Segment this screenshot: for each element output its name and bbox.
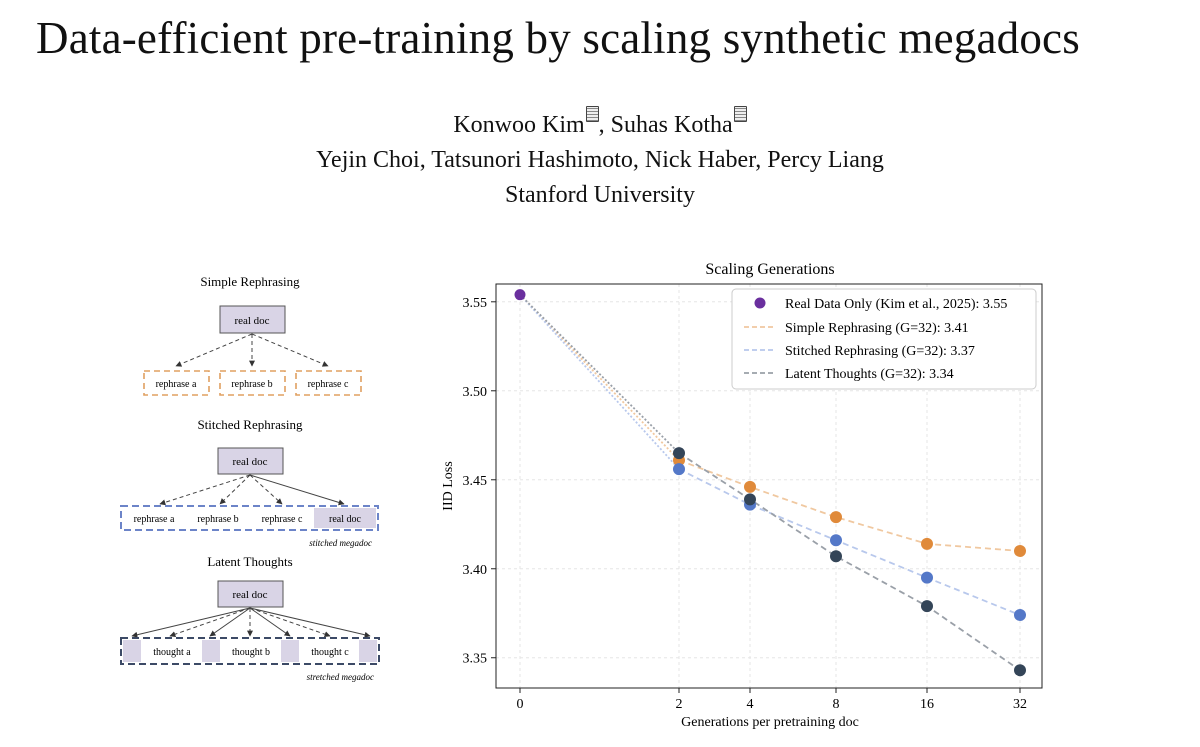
y-tick-label: 3.55 [463, 296, 488, 311]
latent-megadoc: thought a thought b thought c [120, 637, 380, 665]
series-line-2 [678, 452, 1021, 671]
legend-label: Real Data Only (Kim et al., 2025): 3.55 [785, 297, 1007, 312]
latent-arrow [249, 607, 291, 637]
latent-root-node: real doc [217, 580, 284, 608]
series-point-2 [673, 447, 685, 460]
latent-root-label: real doc [232, 589, 267, 601]
series-point-1 [673, 463, 685, 476]
stitched-segment-label: rephrase b [197, 514, 238, 525]
series-point-0 [1014, 544, 1026, 557]
latent-segment-label: thought a [153, 647, 191, 658]
latent-arrow [249, 607, 371, 638]
simple-child-node: rephrase b [219, 370, 286, 396]
stitched-megadoc: rephrase a rephrase b rephrase c real do… [120, 505, 379, 531]
simple-rephrasing-title: Simple Rephrasing [200, 274, 300, 289]
chart-grid [496, 284, 1042, 688]
latent-caption: stretched megadoc [307, 672, 374, 682]
series-point-2 [1014, 664, 1026, 677]
stitched-caption: stitched megadoc [309, 538, 372, 548]
simple-root-node: real doc [219, 305, 286, 334]
simple-arrow [251, 333, 329, 367]
latent-segment-label: thought c [311, 647, 349, 658]
series-line-0 [678, 459, 1021, 552]
stitched-arrow [249, 474, 283, 505]
legend-frame [731, 288, 1037, 390]
simple-root-label: real doc [234, 315, 269, 327]
latent-arrow [131, 607, 251, 638]
y-axis-label: IID Loss [441, 461, 456, 510]
simple-child-label: rephrase a [156, 379, 197, 390]
author-line-2: Yejin Choi, Tatsunori Hashimoto, Nick Ha… [316, 147, 884, 173]
legend-label: Simple Rephrasing (G=32): 3.41 [785, 321, 969, 336]
x-tick-label: 32 [1013, 697, 1027, 712]
y-tick-label: 3.50 [463, 385, 488, 400]
legend-marker-baseline [754, 297, 766, 309]
chart-title: Scaling Generations [705, 261, 834, 278]
baseline-connector [519, 294, 680, 454]
y-tick-label: 3.45 [463, 474, 488, 489]
series-point-2 [830, 550, 842, 563]
baseline-connector [519, 294, 680, 461]
plot-frame [495, 283, 1043, 689]
series-line-1 [678, 468, 1021, 616]
x-tick-label: 0 [517, 697, 524, 712]
series-point-1 [1014, 609, 1026, 622]
stitched-segment-label: rephrase a [134, 514, 175, 525]
baseline-connector [519, 294, 680, 470]
simple-arrow [175, 333, 253, 367]
series-point-0 [830, 511, 842, 524]
stitched-rephrasing-title: Stitched Rephrasing [197, 417, 303, 432]
x-tick-label: 4 [747, 697, 754, 712]
x-axis: 0 2 4 8 16 32 [517, 688, 1027, 712]
chart-legend: Real Data Only (Kim et al., 2025): 3.55 … [731, 288, 1037, 390]
stitched-root-label: real doc [232, 456, 267, 468]
simple-child-node: rephrase a [143, 370, 210, 396]
series-point-1 [921, 571, 933, 584]
y-tick-label: 3.35 [463, 652, 488, 667]
stitched-arrow [159, 474, 251, 506]
stitched-segment-label: real doc [329, 514, 361, 525]
latent-thoughts-title: Latent Thoughts [207, 554, 292, 569]
y-axis: 3.35 3.40 3.45 3.50 3.55 [463, 296, 496, 667]
simple-child-label: rephrase b [231, 379, 272, 390]
latent-arrow [169, 607, 251, 638]
legend-label: Stitched Rephrasing (G=32): 3.37 [785, 344, 975, 359]
x-tick-label: 16 [920, 697, 934, 712]
x-tick-label: 2 [676, 697, 683, 712]
series-point-1 [830, 534, 842, 547]
author-name: Suhas Kotha [610, 112, 733, 138]
baseline-point [514, 289, 526, 301]
scaling-chart: Scaling Generations 3.35 3.40 3.45 3.50 3.55… [441, 261, 1043, 730]
equal-contribution-icon [585, 106, 599, 122]
series-point-0 [744, 480, 756, 493]
author-block: Konwoo Kim, Suhas Kotha Yejin Choi, Tats… [0, 106, 1200, 213]
stitched-root-node: real doc [217, 447, 284, 475]
series-point-2 [744, 493, 756, 506]
simple-child-node: rephrase c [295, 370, 362, 396]
x-tick-label: 8 [833, 697, 840, 712]
series-point-0 [921, 537, 933, 550]
simple-child-label: rephrase c [308, 379, 349, 390]
series-points [514, 289, 1026, 677]
author-line-1: Konwoo Kim, Suhas Kotha [0, 106, 1200, 143]
stitched-segment-label: rephrase c [262, 514, 303, 525]
legend-label: Latent Thoughts (G=32): 3.34 [785, 367, 954, 382]
equal-contribution-icon [733, 106, 747, 122]
series-point-2 [921, 600, 933, 613]
author-separator: , [598, 112, 611, 138]
latent-segment-label: thought b [232, 647, 270, 658]
stitched-arrow [249, 474, 345, 506]
method-diagram: Simple Rephrasing real doc rephrase a re… [120, 274, 380, 682]
latent-arrow [249, 607, 331, 638]
author-name: Konwoo Kim [453, 112, 585, 138]
y-tick-label: 3.40 [463, 563, 488, 578]
x-axis-label: Generations per pretraining doc [681, 715, 859, 730]
latent-arrow [209, 607, 251, 637]
affiliation: Stanford University [505, 182, 695, 208]
paper-title: Data-efficient pre-training by scaling s… [36, 13, 1080, 63]
